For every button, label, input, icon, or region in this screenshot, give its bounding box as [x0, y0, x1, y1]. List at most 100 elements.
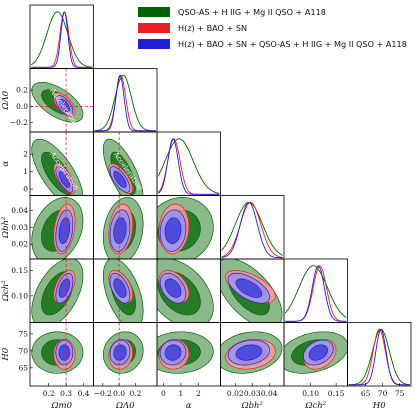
x-tick-label: 0.2	[43, 389, 55, 398]
x-axis-label: Ωm0	[50, 401, 72, 411]
marginal-curve	[31, 11, 93, 68]
legend-swatch-red	[138, 23, 170, 33]
marginal-curve	[30, 11, 93, 68]
x-axis-label: α	[186, 401, 192, 411]
marginal-curve	[157, 138, 220, 195]
panel-frame	[220, 195, 285, 260]
x-tick-label: −0.2	[94, 389, 112, 398]
y-tick-label: 0.02	[11, 240, 28, 249]
contour-panel-H0-vs-Om: 0.2 0.3 0.4 Ωm0 65 70 75 H0	[1, 322, 94, 411]
legend-label: H(z) + BAO + SN	[178, 23, 248, 33]
x-tick-label: 0.04	[261, 389, 278, 398]
contour-1sigma	[58, 99, 71, 113]
contour-panel-al-vs-OL: Decel.Acceleration	[93, 131, 158, 196]
contour-panel-H0-vs-ob: 0.02 0.03 0.04 Ωbh²	[220, 322, 285, 411]
contour-1sigma	[58, 217, 71, 244]
y-tick-label: 0.15	[11, 266, 28, 275]
contour-1sigma	[308, 344, 328, 361]
legend: QSO-AS + H IIG + Mg II QSO + A118 H(z) +…	[138, 5, 414, 53]
x-tick-label: 0	[161, 389, 166, 398]
contour-1sigma	[58, 344, 71, 361]
y-tick-label: 0.10	[11, 291, 28, 300]
contour-1sigma	[164, 278, 182, 298]
contour-1sigma	[113, 217, 127, 244]
legend-entry: QSO-AS + H IIG + Mg II QSO + A118	[138, 5, 414, 21]
y-tick-label: 65	[18, 363, 28, 372]
marginal-curve	[94, 74, 156, 132]
y-tick-label: 2	[23, 150, 28, 159]
contour-1sigma	[235, 344, 263, 361]
marginal-curve	[221, 201, 283, 259]
x-axis-label: Ωbh²	[241, 401, 264, 411]
x-tick-label: 1	[179, 389, 184, 398]
contour-1sigma	[58, 171, 71, 188]
contour-panel-H0-vs-al: 0 1 2α	[156, 322, 221, 411]
marginal-panel-ob	[220, 195, 285, 260]
contour-1sigma	[164, 344, 182, 361]
contour-panel-H0-vs-OL: −0.2 0.0 0.2 ΩΛ0	[93, 322, 158, 411]
contour-1sigma	[164, 217, 182, 244]
legend-label: QSO-AS + H IIG + Mg II QSO + A118	[178, 7, 326, 17]
y-tick-label: 0.2	[16, 86, 28, 95]
x-axis-label: Ωch²	[304, 401, 326, 411]
x-tick-label: 70	[378, 389, 388, 398]
contour-panel-oc-vs-al	[156, 258, 221, 323]
y-tick-label: 1	[23, 167, 28, 176]
panel-frame	[283, 258, 348, 323]
contour-1sigma	[113, 278, 127, 298]
contour-panel-ob-vs-al	[156, 195, 221, 260]
marginal-curve	[348, 328, 410, 386]
x-tick-label: 0.03	[244, 389, 261, 398]
legend-label: H(z) + BAO + SN + QSO-AS + H IIG + Mg II…	[178, 39, 407, 49]
marginal-curve	[348, 328, 410, 386]
y-axis-label: α	[1, 161, 11, 167]
marginal-panel-al	[156, 131, 221, 196]
marginal-curve	[94, 74, 156, 132]
contour-1sigma	[58, 278, 71, 298]
y-tick-label: 75	[18, 329, 28, 338]
y-tick-label: 0.03	[11, 223, 28, 232]
x-tick-label: 75	[395, 389, 405, 398]
marginal-curve	[221, 201, 284, 256]
x-axis-label: ΩΛ0	[115, 401, 135, 411]
marginal-curve	[285, 265, 347, 322]
x-tick-label: 2	[196, 389, 201, 398]
legend-entry: H(z) + BAO + SN	[138, 21, 414, 37]
marginal-curve	[284, 265, 347, 318]
x-tick-label: 0.10	[302, 389, 319, 398]
panel-frame	[93, 68, 158, 133]
y-axis-label: Ωbh²	[1, 216, 11, 239]
y-tick-label: 0	[23, 185, 28, 194]
marginal-panel-OL	[93, 68, 158, 133]
legend-swatch-blue	[138, 39, 170, 49]
x-tick-label: 0.02	[227, 389, 244, 398]
x-tick-label: 65	[361, 389, 371, 398]
y-tick-label: −0.2	[10, 118, 28, 127]
marginal-panel-oc	[283, 258, 348, 323]
x-tick-label: 0.4	[78, 389, 90, 398]
marginal-curve	[94, 74, 156, 132]
legend-entry: H(z) + BAO + SN + QSO-AS + H IIG + Mg II…	[138, 37, 414, 53]
marginal-curve	[31, 11, 93, 68]
panel-frame	[29, 4, 94, 69]
y-axis-label: H0	[1, 347, 11, 361]
marginal-curve	[285, 265, 347, 322]
x-tick-label: 0.3	[60, 389, 72, 398]
y-tick-label: 0.04	[11, 206, 28, 215]
x-axis-label: H0	[372, 401, 386, 411]
x-tick-label: 0.15	[328, 389, 345, 398]
legend-swatch-green	[138, 7, 170, 17]
panel-frame	[156, 131, 221, 196]
contour-1sigma	[113, 344, 127, 361]
marginal-curve	[157, 138, 220, 194]
panel-frame	[347, 322, 412, 387]
y-tick-label: 70	[18, 346, 28, 355]
y-tick-label: 0.0	[16, 102, 28, 111]
contour-panel-oc-vs-OL	[93, 258, 158, 323]
marginal-curve	[221, 201, 283, 258]
